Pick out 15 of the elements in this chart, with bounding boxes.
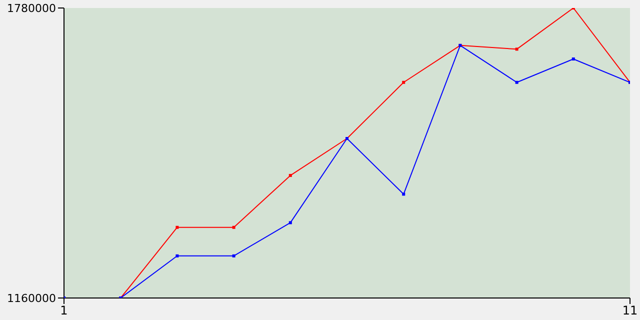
x-tick-label: 11 bbox=[622, 304, 638, 318]
point bbox=[515, 48, 518, 51]
point bbox=[232, 254, 236, 258]
y-tick-label: 1160000 bbox=[7, 292, 56, 305]
point bbox=[515, 80, 518, 84]
point bbox=[288, 174, 292, 177]
point bbox=[176, 226, 179, 229]
point bbox=[232, 226, 236, 229]
point bbox=[288, 221, 292, 224]
point bbox=[402, 80, 406, 84]
point bbox=[402, 192, 406, 196]
point bbox=[572, 57, 575, 60]
y-tick-label: 1780000 bbox=[7, 2, 56, 15]
point bbox=[176, 254, 179, 258]
x-tick-label: 1 bbox=[60, 304, 68, 318]
